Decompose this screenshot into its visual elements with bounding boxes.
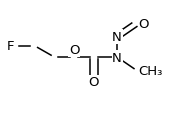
Text: N: N [112, 31, 122, 44]
Text: O: O [69, 43, 79, 56]
Text: O: O [139, 17, 149, 30]
Text: CH₃: CH₃ [139, 65, 163, 77]
Text: N: N [112, 51, 122, 64]
Text: F: F [7, 40, 15, 53]
Text: O: O [89, 76, 99, 89]
Text: O: O [69, 43, 79, 56]
Text: F: F [7, 40, 15, 53]
Text: O: O [139, 17, 149, 30]
Text: O: O [89, 76, 99, 89]
Text: N: N [112, 51, 122, 64]
Text: CH₃: CH₃ [139, 65, 163, 77]
Text: N: N [112, 31, 122, 44]
